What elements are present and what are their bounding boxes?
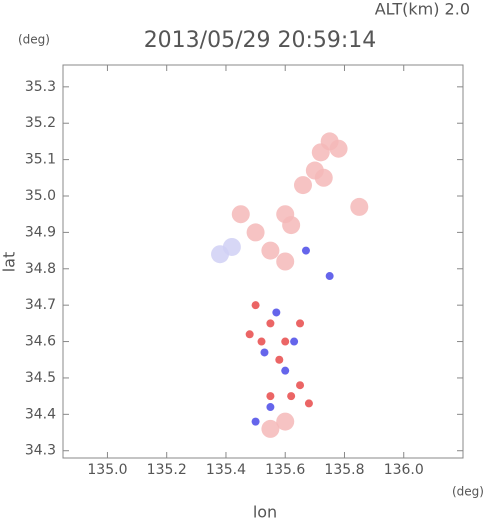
x-axis-label: lon — [253, 503, 277, 521]
data-point — [329, 139, 348, 158]
y-tick-label: 34.4 — [25, 406, 56, 422]
plot-frame — [62, 64, 464, 459]
data-point — [222, 237, 241, 256]
y-tick-label: 34.5 — [25, 370, 56, 386]
y-tick-label: 35.2 — [25, 115, 56, 131]
y-axis-label: lat — [0, 252, 19, 273]
data-point — [275, 355, 284, 364]
data-point — [246, 223, 265, 242]
data-point — [314, 168, 333, 187]
x-unit: (deg) — [452, 485, 484, 499]
data-point — [325, 272, 334, 281]
annotation: ALT(km) 2.0 — [375, 0, 470, 19]
data-point — [266, 403, 275, 412]
x-tick-label: 136.0 — [384, 462, 424, 478]
data-point — [276, 252, 295, 271]
y-tick-label: 35.1 — [25, 152, 56, 168]
data-point — [245, 330, 254, 339]
data-point — [276, 412, 295, 431]
data-point — [290, 337, 299, 346]
data-point — [294, 176, 312, 195]
data-point — [296, 381, 305, 390]
data-point — [281, 337, 290, 346]
data-point — [287, 392, 296, 401]
data-point — [282, 216, 301, 235]
data-point — [311, 143, 330, 162]
data-point — [231, 205, 250, 224]
data-point — [301, 246, 310, 255]
chart-title: 2013/05/29 20:59:14 — [144, 28, 377, 53]
data-point — [261, 241, 280, 260]
y-tick-label: 35.3 — [25, 79, 56, 95]
data-point — [257, 337, 266, 346]
data-point — [350, 197, 369, 216]
data-point — [251, 417, 260, 426]
data-point — [266, 392, 275, 401]
y-tick-label: 34.8 — [25, 261, 56, 277]
x-tick-label: 135.0 — [87, 462, 127, 478]
data-point — [272, 308, 281, 317]
y-tick-label: 34.6 — [25, 334, 56, 350]
data-point — [281, 366, 290, 375]
x-tick-label: 135.6 — [265, 462, 305, 478]
data-point — [296, 319, 305, 328]
y-unit: (deg) — [18, 33, 50, 47]
data-point — [260, 348, 269, 357]
y-tick-label: 35.0 — [25, 188, 56, 204]
data-point — [261, 419, 280, 438]
data-point — [304, 399, 313, 408]
data-point — [266, 319, 275, 328]
y-tick-label: 34.9 — [25, 224, 56, 240]
x-tick-label: 135.8 — [324, 462, 364, 478]
y-tick-label: 34.3 — [25, 443, 56, 459]
x-tick-label: 135.2 — [147, 462, 187, 478]
y-tick-label: 34.7 — [25, 297, 56, 313]
x-tick-label: 135.4 — [206, 462, 246, 478]
data-point — [251, 301, 260, 310]
